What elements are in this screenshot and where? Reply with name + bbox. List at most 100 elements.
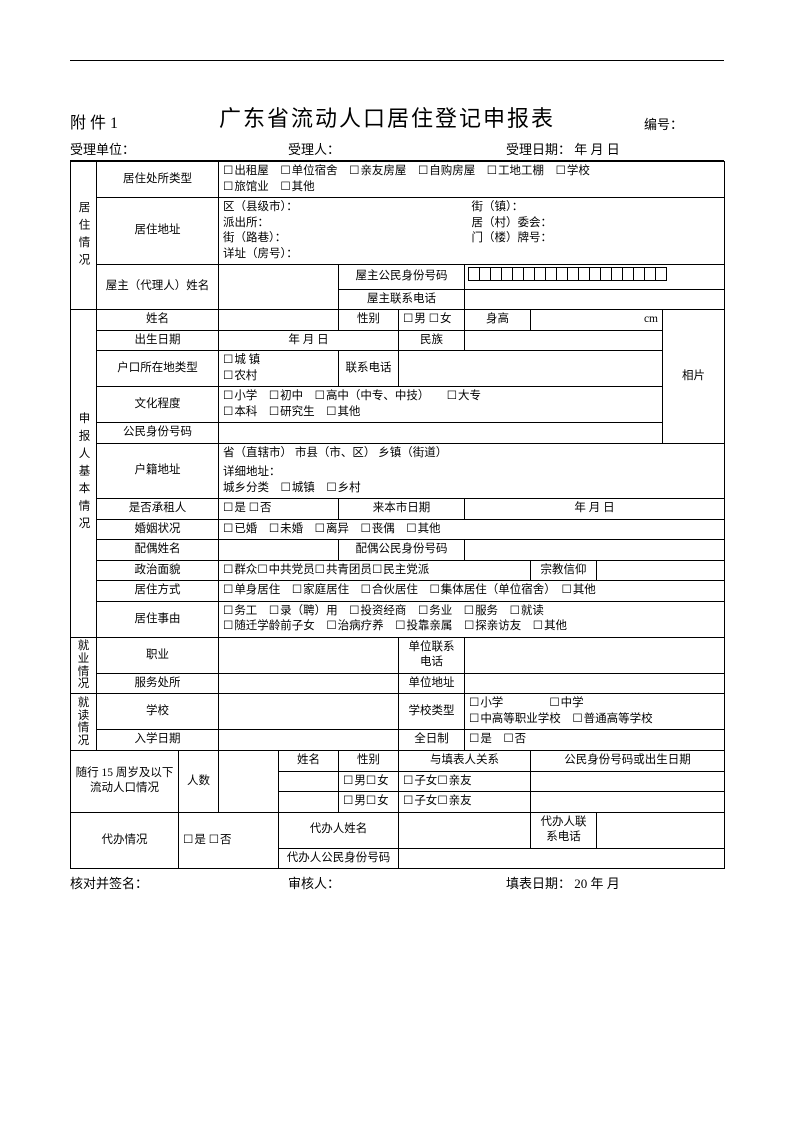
page-title: 广东省流动人口居住登记申报表: [130, 101, 644, 133]
follow-r2-id[interactable]: [531, 792, 725, 813]
enroll-label: 入学日期: [97, 730, 219, 751]
accept-row: 受理单位： 受理人： 受理日期： 年 月 日: [70, 137, 724, 161]
follow-r1-rel[interactable]: 子女亲友: [399, 771, 531, 792]
id-label: 公民身份号码: [97, 423, 219, 444]
agent-name-label: 代办人姓名: [279, 812, 399, 848]
top-rule: [70, 60, 724, 61]
live-reason-value[interactable]: 务工 录（聘）用 投资经商 务业 服务 就读 随迁学龄前子女 治病疗养 投靠亲属…: [219, 601, 725, 637]
living-type-label: 居住处所类型: [97, 162, 219, 198]
hukaddr-label: 户籍地址: [97, 443, 219, 499]
agent-id-value[interactable]: [399, 848, 725, 869]
marry-value[interactable]: 已婚 未婚 离异 丧偶 其他: [219, 519, 725, 540]
workplace-label: 服务处所: [97, 673, 219, 694]
huk-type-label: 户口所在地类型: [97, 351, 219, 387]
birth-label: 出生日期: [97, 330, 219, 351]
name-label: 姓名: [97, 310, 219, 331]
school-value[interactable]: [219, 694, 399, 730]
follow-r1-name[interactable]: [279, 771, 339, 792]
agent-id-label: 代办人公民身份号码: [279, 848, 399, 869]
follow-r2-name[interactable]: [279, 792, 339, 813]
serial-label: 编号：: [644, 114, 724, 133]
chengzu-value[interactable]: 是 否: [219, 499, 339, 520]
follow-col-id: 公民身份号码或出生日期: [531, 750, 725, 771]
follow-r1-sex[interactable]: 男女: [339, 771, 399, 792]
id-value[interactable]: [219, 423, 663, 444]
owner-tel-value[interactable]: [465, 289, 725, 310]
section-study: 就读情况: [71, 694, 97, 751]
height-value[interactable]: cm: [531, 310, 663, 331]
footer-row: 核对并签名： 审核人： 填表日期： 20 年 月: [70, 869, 724, 892]
fulltime-value[interactable]: 是 否: [465, 730, 725, 751]
come-value[interactable]: 年 月 日: [465, 499, 725, 520]
hukaddr-line1[interactable]: 省（直辖市） 市县（市、区） 乡镇（街道）: [219, 443, 725, 463]
spouse-value[interactable]: [219, 540, 339, 561]
come-label: 来本市日期: [339, 499, 465, 520]
accept-unit: 受理单位：: [70, 139, 288, 158]
agent-tel-value[interactable]: [597, 812, 725, 848]
owner-id-value[interactable]: [465, 265, 725, 290]
living-addr-label: 居住地址: [97, 198, 219, 265]
spouse-id-label: 配偶公民身份号码: [339, 540, 465, 561]
follow-col-name: 姓名: [279, 750, 339, 771]
live-reason-label: 居住事由: [97, 601, 219, 637]
section-job: 就业情况: [71, 637, 97, 694]
unit-tel-label: 单位联系电话: [399, 637, 465, 673]
school-type-value[interactable]: 小学 中学 中高等职业学校 普通高等学校: [465, 694, 725, 730]
unit-addr-label: 单位地址: [399, 673, 465, 694]
huk-type-value[interactable]: 城 镇农村: [219, 351, 339, 387]
birth-value[interactable]: 年 月 日: [219, 330, 399, 351]
living-type-opts[interactable]: 出租屋 单位宿舍 亲友房屋 自购房屋 工地工棚 学校 旅馆业 其他: [219, 162, 725, 198]
name-value[interactable]: [219, 310, 339, 331]
hukaddr-line23[interactable]: 详细地址： 城乡分类 城镇 乡村: [219, 463, 725, 499]
follow-count-label: 人数: [179, 750, 219, 812]
accept-person: 受理人：: [288, 139, 506, 158]
owner-id-label: 屋主公民身份号码: [339, 265, 465, 290]
attachment-label: 附 件 1: [70, 114, 130, 133]
section-agent: 代办情况: [71, 812, 179, 869]
religion-value[interactable]: [597, 560, 725, 581]
tel-label: 联系电话: [339, 351, 399, 387]
follow-r2-sex[interactable]: 男女: [339, 792, 399, 813]
owner-tel-label: 屋主联系电话: [339, 289, 465, 310]
spouse-id-value[interactable]: [465, 540, 725, 561]
footer-check: 核对并签名：: [70, 873, 288, 892]
photo-box: 相片: [663, 310, 725, 444]
follow-col-sex: 性别: [339, 750, 399, 771]
footer-fill: 填表日期： 20 年 月: [506, 873, 724, 892]
live-mode-value[interactable]: 单身居住 家庭居住 合伙居住 集体居住（单位宿舍） 其他: [219, 581, 725, 602]
height-label: 身高: [465, 310, 531, 331]
workplace-value[interactable]: [219, 673, 399, 694]
fulltime-label: 全日制: [399, 730, 465, 751]
follow-r2-rel[interactable]: 子女亲友: [399, 792, 531, 813]
follow-col-rel: 与填表人关系: [399, 750, 531, 771]
follow-count-value[interactable]: [219, 750, 279, 812]
edu-label: 文化程度: [97, 387, 219, 423]
enroll-value[interactable]: [219, 730, 399, 751]
accept-date: 受理日期： 年 月 日: [506, 139, 724, 158]
nation-label: 民族: [399, 330, 465, 351]
unit-addr-value[interactable]: [465, 673, 725, 694]
form-table: 居住情况 居住处所类型 出租屋 单位宿舍 亲友房屋 自购房屋 工地工棚 学校 旅…: [70, 161, 725, 869]
agent-yn[interactable]: 是 否: [179, 812, 279, 869]
owner-name-value[interactable]: [219, 265, 339, 310]
school-label: 学校: [97, 694, 219, 730]
chengzu-label: 是否承租人: [97, 499, 219, 520]
agent-name-value[interactable]: [399, 812, 531, 848]
section-applicant: 申报人基本情况: [71, 310, 97, 638]
job-value[interactable]: [219, 637, 399, 673]
pol-label: 政治面貌: [97, 560, 219, 581]
living-addr-value[interactable]: 区（县级市）：派出所： 街（路巷）：详址（房号）： 街（镇）：居（村）委会： 门…: [219, 198, 725, 265]
nation-value[interactable]: [465, 330, 663, 351]
marry-label: 婚姻状况: [97, 519, 219, 540]
pol-value[interactable]: 群众中共党员共青团员民主党派: [219, 560, 531, 581]
spouse-label: 配偶姓名: [97, 540, 219, 561]
sex-value[interactable]: 男 女: [399, 310, 465, 331]
unit-tel-value[interactable]: [465, 637, 725, 673]
follow-r1-id[interactable]: [531, 771, 725, 792]
sex-label: 性别: [339, 310, 399, 331]
job-label: 职业: [97, 637, 219, 673]
footer-auditor: 审核人：: [288, 873, 506, 892]
tel-value[interactable]: [399, 351, 663, 387]
edu-value[interactable]: 小学 初中 高中（中专、中技） 大专 本科 研究生 其他: [219, 387, 663, 423]
section-living: 居住情况: [71, 162, 97, 310]
